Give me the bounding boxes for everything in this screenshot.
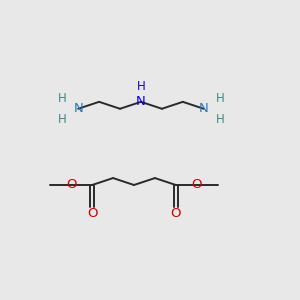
Text: H: H — [58, 113, 66, 126]
Text: O: O — [66, 178, 76, 191]
Text: O: O — [171, 207, 181, 220]
Text: O: O — [191, 178, 202, 191]
Text: O: O — [87, 207, 98, 220]
Text: N: N — [136, 95, 146, 108]
Text: N: N — [73, 102, 83, 115]
Text: H: H — [136, 80, 145, 93]
Text: N: N — [199, 102, 208, 115]
Text: H: H — [216, 113, 224, 126]
Text: H: H — [58, 92, 66, 105]
Text: H: H — [216, 92, 224, 105]
